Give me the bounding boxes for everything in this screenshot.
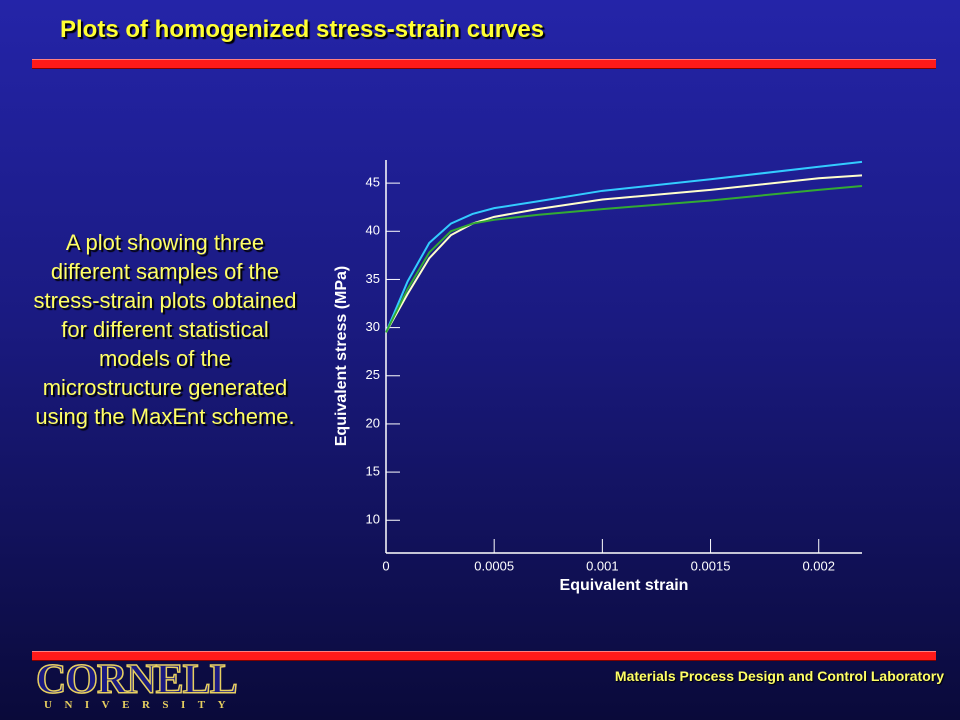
logo-subtitle: UNIVERSITY	[44, 699, 239, 711]
y-tick-label: 40	[366, 223, 380, 238]
y-tick-label: 35	[366, 271, 380, 286]
slide-title: Plots of homogenized stress-strain curve…	[60, 16, 545, 43]
y-axis-label: Equivalent stress (MPa)	[333, 266, 350, 447]
footer: Materials Process Design and Control Lab…	[614, 668, 944, 684]
stress-strain-curve	[385, 160, 863, 333]
bottom-rule	[32, 651, 936, 661]
x-tick-label: 0.002	[802, 558, 835, 573]
stress-strain-curve	[385, 185, 863, 333]
y-tick-label: 15	[366, 464, 380, 479]
y-tick-label: 30	[366, 319, 380, 334]
stress-strain-curve	[385, 174, 863, 333]
x-tick-label: 0.001	[586, 558, 619, 573]
y-tick-label: 20	[366, 415, 380, 430]
y-tick-label: 25	[366, 367, 380, 382]
x-tick-label: 0.0005	[474, 558, 514, 573]
logo: CORNELL	[35, 656, 238, 704]
description: A plot showing three different samples o…	[33, 230, 297, 429]
x-tick-label: 0	[382, 558, 389, 573]
x-tick-label: 0.0015	[691, 558, 731, 573]
y-tick-label: 45	[366, 175, 380, 190]
top-rule	[32, 59, 936, 69]
x-axis-label: Equivalent strain	[560, 577, 689, 594]
y-tick-label: 10	[366, 512, 380, 527]
